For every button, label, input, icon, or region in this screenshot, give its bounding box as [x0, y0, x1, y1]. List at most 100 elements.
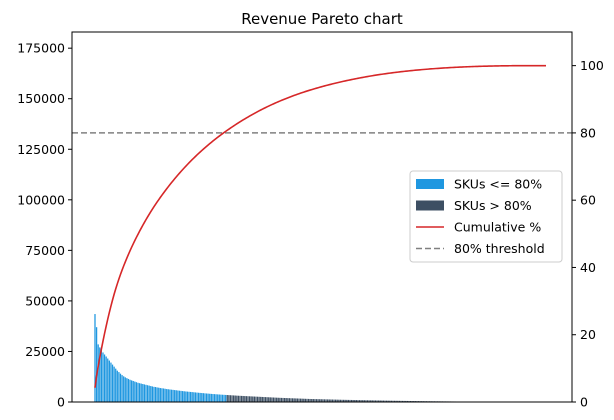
bar-sku-below-split	[301, 398, 303, 402]
bar-sku-below-split	[268, 397, 270, 402]
bar-sku-below-split	[298, 398, 300, 402]
bar-sku-above-split	[177, 390, 179, 402]
bar-sku-below-split	[352, 399, 354, 402]
bar-sku-below-split	[279, 397, 281, 402]
bar-sku-above-split	[162, 388, 165, 402]
bar-sku-above-split	[217, 394, 219, 402]
bar-sku-above-split	[132, 380, 134, 402]
legend: SKUs <= 80% SKUs > 80% Cumulative % 80% thr…	[409, 170, 563, 263]
bar-sku-below-split	[341, 399, 343, 402]
cumulative-line	[94, 64, 546, 388]
bar-sku-above-split	[94, 314, 96, 402]
bar-sku-below-split	[325, 399, 327, 402]
bar-sku-below-split	[293, 398, 295, 402]
bar-sku-above-split	[103, 354, 106, 402]
bar-sku-above-split	[142, 384, 144, 402]
right-tick-label: 60	[580, 193, 596, 208]
bar-sku-below-split	[291, 398, 294, 402]
bar-sku-above-split	[126, 378, 128, 402]
bar-sku-below-split	[344, 399, 346, 402]
bar-sku-below-split	[354, 400, 356, 402]
right-tick-label: 0	[580, 395, 588, 410]
bar-sku-below-split	[403, 400, 405, 402]
bar-sku-below-split	[349, 399, 351, 402]
legend-label: Cumulative %	[454, 220, 541, 235]
bar-sku-below-split	[253, 396, 255, 402]
bar-sku-above-split	[148, 385, 150, 402]
bar-sku-above-split	[97, 344, 99, 402]
bar-sku-above-split	[170, 389, 173, 402]
bar-sku-below-split	[381, 400, 383, 402]
bar-sku-above-split	[199, 392, 201, 402]
left-tick-label: 100000	[17, 192, 65, 207]
bar-sku-above-split	[205, 393, 208, 402]
bar-sku-below-split	[365, 400, 367, 402]
bars-layer	[94, 314, 539, 402]
bar-sku-above-split	[172, 389, 174, 402]
bar-sku-below-split	[263, 397, 265, 402]
bar-sku-above-split	[185, 391, 187, 402]
bar-sku-below-split	[346, 399, 348, 402]
bar-sku-below-split	[234, 395, 236, 402]
bar-sku-above-split	[156, 387, 158, 402]
bar-sku-below-split	[311, 399, 313, 402]
bar-sku-below-split	[296, 398, 299, 402]
bar-sku-below-split	[405, 400, 407, 402]
left-y-axis: 0 25000 50000 75000 100000 125000 150000 175000	[17, 41, 72, 410]
bar-sku-above-split	[100, 350, 103, 402]
bar-sku-below-split	[228, 395, 230, 402]
bar-sku-above-split	[210, 393, 212, 402]
left-tick-label: 25000	[25, 344, 65, 359]
bar-sku-below-split	[266, 397, 268, 402]
bar-sku-above-split	[102, 352, 104, 402]
bar-sku-below-split	[323, 399, 326, 402]
bar-sku-above-split	[129, 379, 131, 402]
bar-sku-below-split	[244, 396, 246, 402]
bar-sku-above-split	[143, 384, 146, 402]
legend-swatch	[416, 200, 444, 211]
bar-sku-below-split	[327, 399, 329, 402]
bar-sku-above-split	[159, 388, 161, 402]
left-tick-label: 0	[57, 395, 65, 410]
bar-sku-below-split	[288, 398, 291, 402]
bar-sku-below-split	[409, 400, 412, 402]
legend-swatch	[416, 179, 444, 189]
bar-sku-below-split	[406, 400, 408, 402]
bar-sku-below-split	[317, 399, 319, 402]
bar-sku-above-split	[174, 390, 176, 402]
bar-sku-below-split	[370, 400, 372, 402]
chart-title: Revenue Pareto chart	[241, 10, 403, 28]
bar-sku-below-split	[376, 400, 378, 402]
bar-sku-above-split	[115, 368, 117, 402]
bar-sku-above-split	[127, 378, 130, 402]
bar-sku-below-split	[236, 395, 238, 402]
left-tick-label: 50000	[25, 293, 65, 308]
right-tick-label: 40	[580, 260, 596, 275]
bar-sku-above-split	[182, 391, 184, 402]
bar-sku-above-split	[213, 394, 216, 402]
bar-sku-below-split	[342, 399, 345, 402]
bar-sku-above-split	[134, 381, 136, 402]
bar-sku-above-split	[138, 383, 141, 402]
bar-sku-above-split	[223, 394, 225, 402]
bar-sku-above-split	[204, 393, 206, 402]
bar-sku-below-split	[379, 400, 381, 402]
bar-sku-below-split	[401, 400, 404, 402]
bar-sku-above-split	[207, 393, 209, 402]
legend-label: SKUs <= 80%	[454, 177, 542, 192]
bar-sku-below-split	[242, 395, 244, 402]
bar-sku-below-split	[274, 397, 276, 402]
bar-sku-above-split	[164, 388, 166, 402]
bar-sku-below-split	[240, 395, 243, 402]
bar-sku-below-split	[400, 400, 402, 402]
bar-sku-below-split	[285, 398, 287, 402]
plot-frame	[71, 31, 573, 403]
bar-sku-below-split	[333, 399, 335, 402]
right-tick-label: 100	[580, 58, 604, 73]
bar-sku-below-split	[258, 396, 260, 402]
bar-sku-below-split	[373, 400, 375, 402]
bar-sku-below-split	[336, 399, 338, 402]
bar-sku-above-split	[215, 394, 217, 402]
bar-sku-above-split	[135, 382, 138, 402]
bar-sku-below-split	[387, 400, 389, 402]
